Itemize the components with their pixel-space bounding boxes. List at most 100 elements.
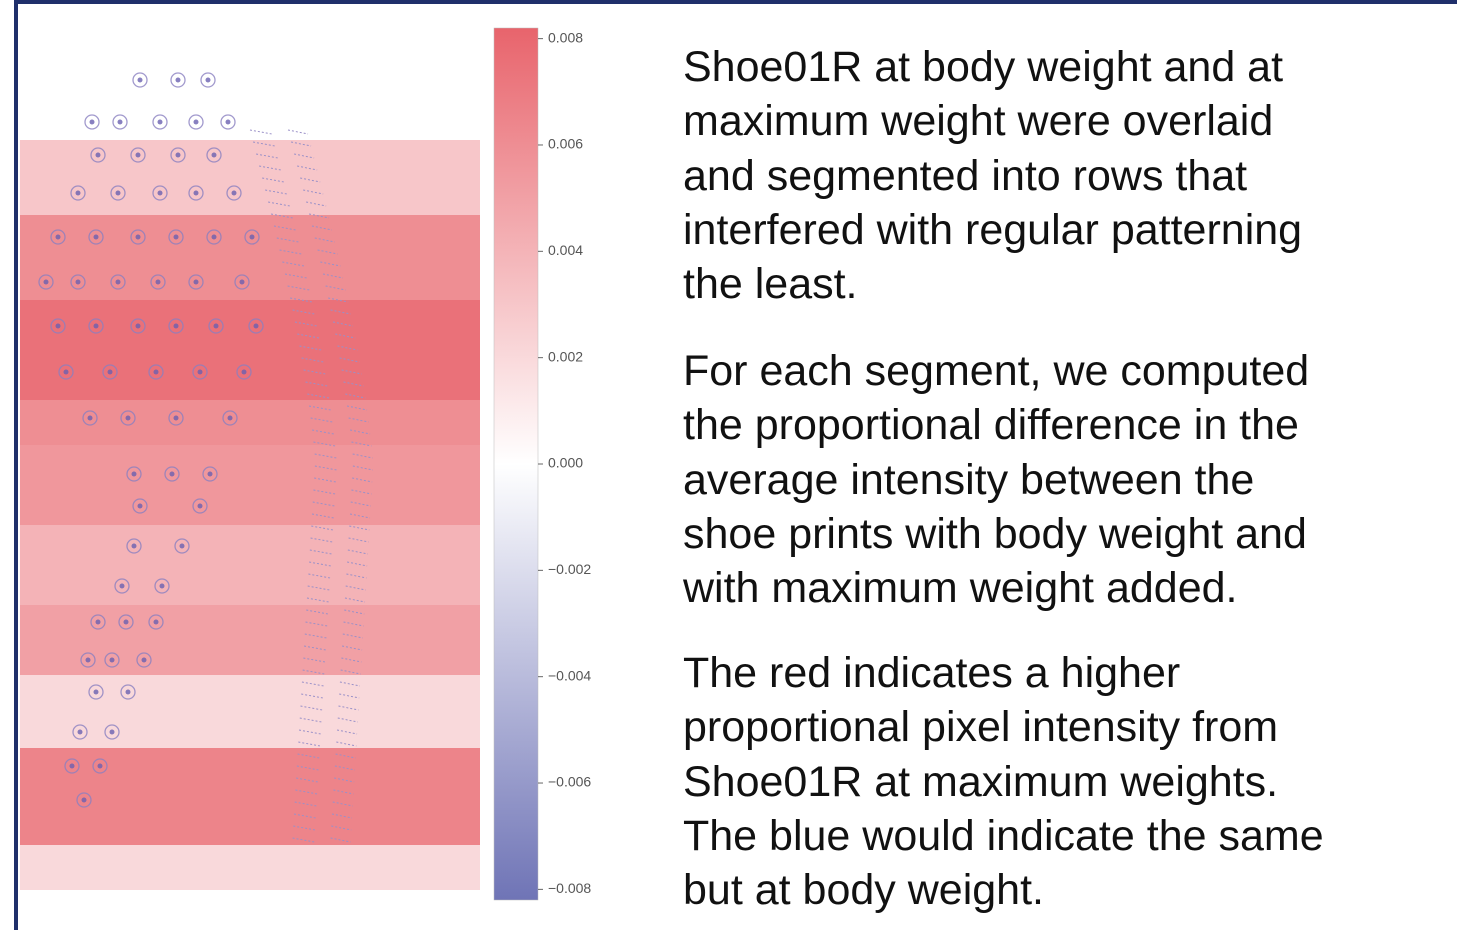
- page: 0.0080.0060.0040.0020.000−0.002−0.004−0.…: [0, 0, 1457, 930]
- text-line: interfered with regular patterning: [683, 203, 1302, 257]
- text-line: Shoe01R at body weight and at: [683, 40, 1283, 94]
- tread-dot: [56, 235, 61, 240]
- tread-dot: [160, 584, 165, 589]
- colorbar-tick-label: 0.008: [548, 29, 583, 45]
- tread-dot: [124, 620, 129, 625]
- tread-dot: [70, 764, 75, 769]
- text-line: average intensity between the: [683, 453, 1254, 507]
- tread-dot: [96, 153, 101, 158]
- tread-dot: [226, 120, 231, 125]
- tread-dot: [198, 370, 203, 375]
- tread-dot: [174, 416, 179, 421]
- colorbar-tick-label: 0.006: [548, 136, 583, 152]
- tread-dot: [242, 370, 247, 375]
- tread-dot: [96, 620, 101, 625]
- tread-dot: [206, 78, 211, 83]
- tread-dot: [176, 153, 181, 158]
- tread-dot: [136, 153, 141, 158]
- colorbar-tick-label: −0.002: [548, 561, 591, 577]
- segment-band: [20, 400, 480, 445]
- segment-band: [20, 748, 480, 845]
- tread-dot: [174, 235, 179, 240]
- tread-dot: [174, 324, 179, 329]
- segment-band: [20, 605, 480, 675]
- colorbar-tick-label: −0.008: [548, 880, 591, 896]
- tread-dot: [212, 235, 217, 240]
- tread-dot: [94, 690, 99, 695]
- tread-dot: [138, 78, 143, 83]
- text-line: The red indicates a higher: [683, 646, 1180, 700]
- tread-dot: [94, 324, 99, 329]
- colorbar: [494, 28, 538, 900]
- text-line: with maximum weight added.: [683, 561, 1237, 615]
- tread-dot: [198, 504, 203, 509]
- tread-dot: [170, 472, 175, 477]
- tread-dot: [158, 191, 163, 196]
- tread-dot: [180, 544, 185, 549]
- tread-dot: [176, 78, 181, 83]
- tread-dot: [64, 370, 69, 375]
- tread-dot: [126, 690, 131, 695]
- tread-dot: [116, 280, 121, 285]
- tread-edge: [250, 130, 272, 134]
- colorbar-tick-label: 0.000: [548, 455, 583, 471]
- tread-dot: [208, 472, 213, 477]
- tread-dot: [110, 658, 115, 663]
- tread-dot: [56, 324, 61, 329]
- colorbar-tick-label: −0.006: [548, 774, 591, 790]
- segment-band: [20, 300, 480, 400]
- text-line: For each segment, we computed: [683, 344, 1309, 398]
- tread-dot: [78, 730, 83, 735]
- tread-dot: [116, 191, 121, 196]
- tread-dot: [250, 235, 255, 240]
- text-line: The blue would indicate the same: [683, 809, 1324, 863]
- tread-dot: [232, 191, 237, 196]
- tread-dot: [132, 544, 137, 549]
- tread-dot: [194, 280, 199, 285]
- tread-dot: [132, 472, 137, 477]
- segment-band: [20, 215, 480, 300]
- tread-dot: [136, 324, 141, 329]
- tread-dot: [240, 280, 245, 285]
- tread-dot: [108, 370, 113, 375]
- text-line: maximum weight were overlaid: [683, 94, 1273, 148]
- tread-dot: [86, 658, 91, 663]
- tread-dot: [126, 416, 131, 421]
- text-line: the proportional difference in the: [683, 398, 1299, 452]
- colorbar-tick-label: 0.002: [548, 348, 583, 364]
- text-line: shoe prints with body weight and: [683, 507, 1307, 561]
- tread-dot: [254, 324, 259, 329]
- colorbar-tick-label: −0.004: [548, 667, 591, 683]
- segment-band: [20, 140, 480, 215]
- segment-band: [20, 675, 480, 748]
- text-line: but at body weight.: [683, 863, 1044, 917]
- text-line: proportional pixel intensity from: [683, 700, 1278, 754]
- tread-dot: [156, 280, 161, 285]
- segment-band: [20, 525, 480, 605]
- tread-dot: [88, 416, 93, 421]
- tread-dot: [98, 764, 103, 769]
- tread-dot: [142, 658, 147, 663]
- tread-edge: [288, 130, 308, 134]
- tread-dot: [154, 370, 159, 375]
- tread-dot: [118, 120, 123, 125]
- tread-dot: [228, 416, 233, 421]
- figure: 0.0080.0060.0040.0020.000−0.002−0.004−0.…: [0, 0, 640, 930]
- tread-dot: [90, 120, 95, 125]
- segment-band: [20, 445, 480, 525]
- tread-dot: [44, 280, 49, 285]
- tread-dot: [158, 120, 163, 125]
- tread-dot: [138, 504, 143, 509]
- tread-dot: [120, 584, 125, 589]
- tread-dot: [214, 324, 219, 329]
- tread-dot: [82, 798, 87, 803]
- tread-dot: [194, 120, 199, 125]
- tread-dot: [94, 235, 99, 240]
- text-line: and segmented into rows that: [683, 149, 1247, 203]
- text-line: the least.: [683, 257, 858, 311]
- segment-band: [20, 845, 480, 890]
- tread-dot: [154, 620, 159, 625]
- tread-dot: [110, 730, 115, 735]
- tread-dot: [136, 235, 141, 240]
- tread-dot: [194, 191, 199, 196]
